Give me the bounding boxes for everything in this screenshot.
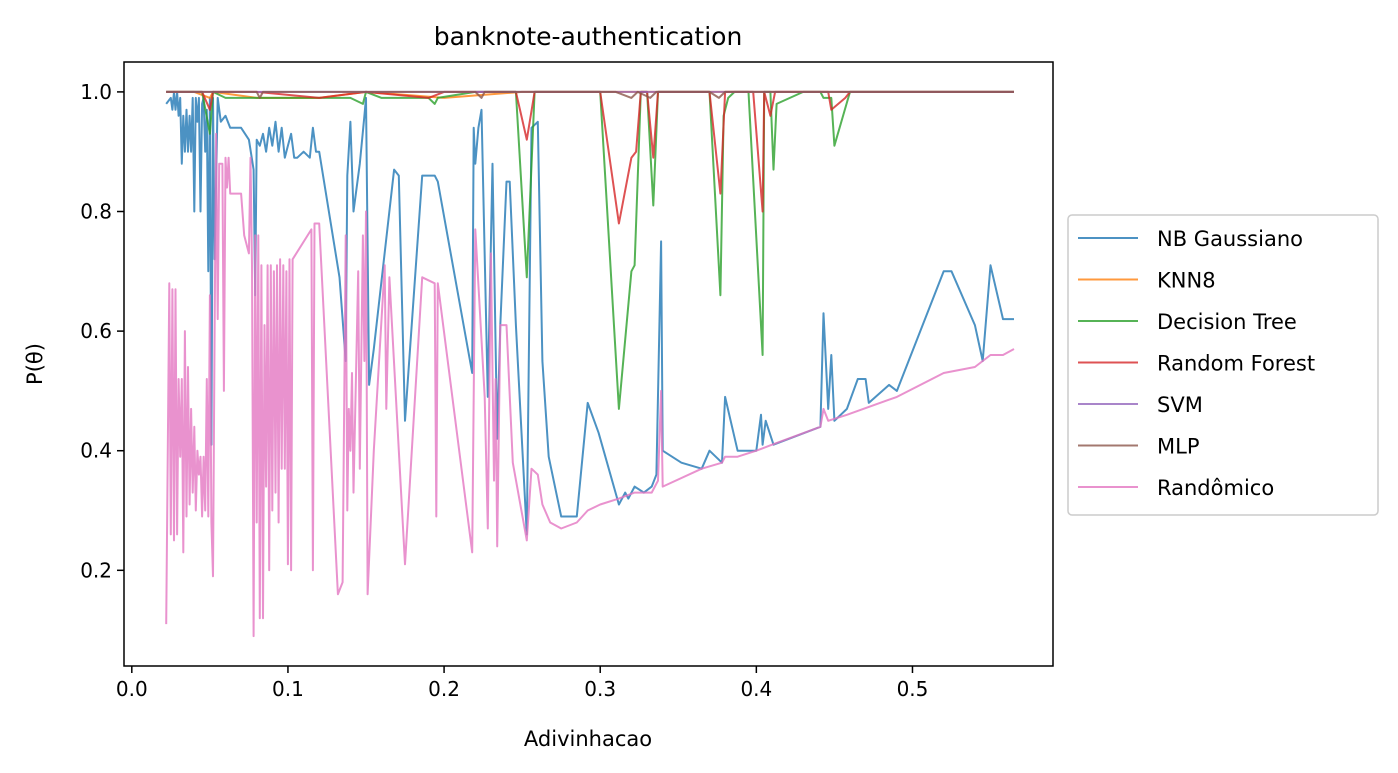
legend: NB Gaussiano KNN8 Decision Tree Random Fore… <box>1067 214 1379 516</box>
chart-title: banknote-authentication <box>434 22 743 51</box>
y-tick-label: 1.0 <box>80 80 112 104</box>
legend-label-0: NB Gaussiano <box>1157 227 1303 251</box>
legend-label-5: MLP <box>1157 435 1199 459</box>
x-axis-ticks: 0.0 0.1 0.2 0.3 0.4 0.5 <box>116 666 928 701</box>
y-axis-label: P(θ) <box>23 343 47 385</box>
y-tick-label: 0.2 <box>80 558 112 582</box>
legend-label-3: Random Forest <box>1157 352 1315 376</box>
series-layer <box>165 90 1015 638</box>
y-axis-ticks: 0.2 0.4 0.6 0.8 1.0 <box>80 80 124 582</box>
x-tick-label: 0.2 <box>428 677 460 701</box>
series-line-6 <box>165 132 1015 638</box>
legend-label-1: KNN8 <box>1157 269 1216 293</box>
y-tick-label: 0.8 <box>80 200 112 224</box>
x-tick-label: 0.5 <box>897 677 929 701</box>
plot-frame <box>123 61 1054 667</box>
series-line-5 <box>166 90 1014 99</box>
y-tick-label: 0.6 <box>80 319 112 343</box>
legend-label-6: Randômico <box>1157 476 1274 500</box>
x-tick-label: 0.3 <box>584 677 616 701</box>
x-tick-label: 0.4 <box>740 677 772 701</box>
x-tick-label: 0.1 <box>272 677 304 701</box>
x-tick-label: 0.0 <box>116 677 148 701</box>
legend-label-2: Decision Tree <box>1157 310 1297 334</box>
y-tick-label: 0.4 <box>80 439 112 463</box>
x-axis-label: Adivinhacao <box>524 727 652 751</box>
legend-box <box>1067 214 1379 516</box>
legend-label-4: SVM <box>1157 393 1203 417</box>
plot-area: 0.0 0.1 0.2 0.3 0.4 0.5 0.2 0.4 0.6 0.8 1.0 <box>80 61 1054 701</box>
